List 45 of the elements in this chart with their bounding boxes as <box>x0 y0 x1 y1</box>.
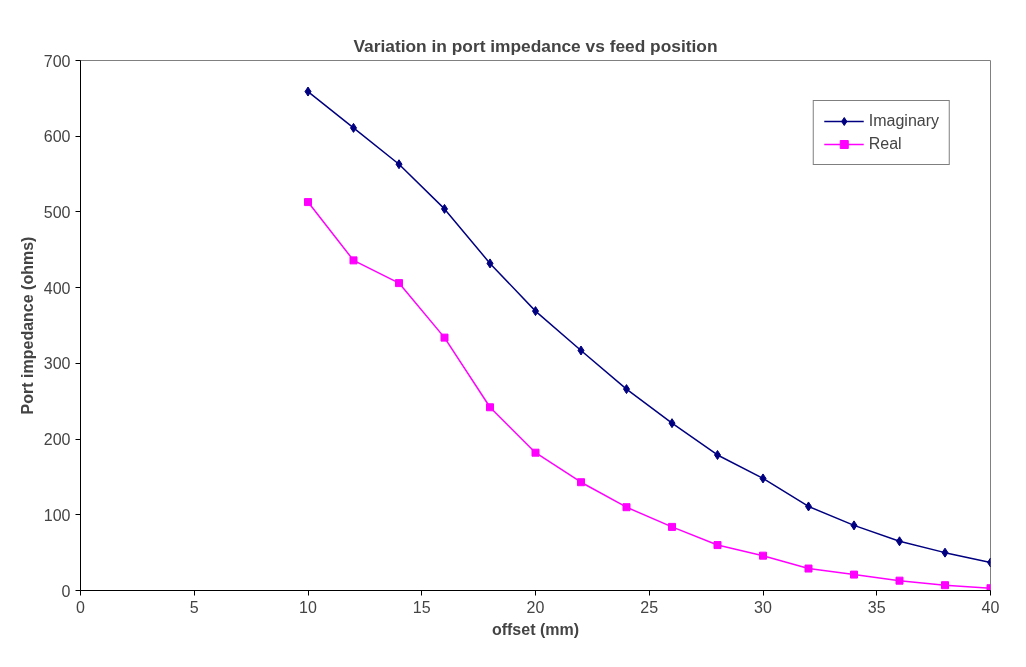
point <box>759 473 767 484</box>
point <box>577 345 585 356</box>
point <box>850 520 858 531</box>
y-tick-label: 700 <box>43 52 71 70</box>
y-tick-label: 100 <box>43 506 71 524</box>
point <box>577 478 585 487</box>
point <box>349 256 358 265</box>
point <box>941 581 949 590</box>
point <box>804 564 813 573</box>
point <box>622 503 631 512</box>
point <box>850 570 858 579</box>
x-tick-label: 40 <box>981 598 1000 616</box>
chart-title: Variation in port impedance vs feed position <box>353 35 718 56</box>
point <box>395 279 403 288</box>
y-axis-title: Port impedance (ohms) <box>18 236 36 415</box>
point <box>713 541 722 550</box>
x-tick-label: 25 <box>640 598 659 616</box>
point <box>395 159 403 170</box>
point <box>440 333 449 342</box>
point <box>531 448 540 457</box>
x-tick-label: 5 <box>189 598 199 616</box>
point <box>895 576 904 585</box>
y-tick-label: 0 <box>61 582 71 600</box>
x-tick-label: 30 <box>754 598 772 616</box>
y-tick-label: 600 <box>43 128 71 146</box>
y-tick-label: 200 <box>43 431 71 449</box>
y-tick-label: 500 <box>43 203 71 221</box>
point <box>941 547 949 558</box>
x-tick-label: 20 <box>526 598 545 616</box>
point <box>668 522 676 531</box>
x-axis-title: offset (mm) <box>491 620 580 638</box>
point <box>486 258 494 269</box>
point <box>486 403 494 412</box>
point <box>304 86 312 97</box>
legend-label: Imaginary <box>868 112 939 130</box>
legend-label: Real <box>868 135 902 153</box>
y-tick-label: 300 <box>43 355 71 373</box>
x-tick-label: 0 <box>76 598 86 616</box>
x-tick-label: 10 <box>299 598 317 616</box>
point <box>304 198 312 207</box>
point <box>668 418 676 429</box>
point <box>759 551 767 560</box>
y-tick-label: 400 <box>43 279 71 297</box>
x-tick-label: 35 <box>867 598 886 616</box>
x-tick-label: 15 <box>412 598 431 616</box>
